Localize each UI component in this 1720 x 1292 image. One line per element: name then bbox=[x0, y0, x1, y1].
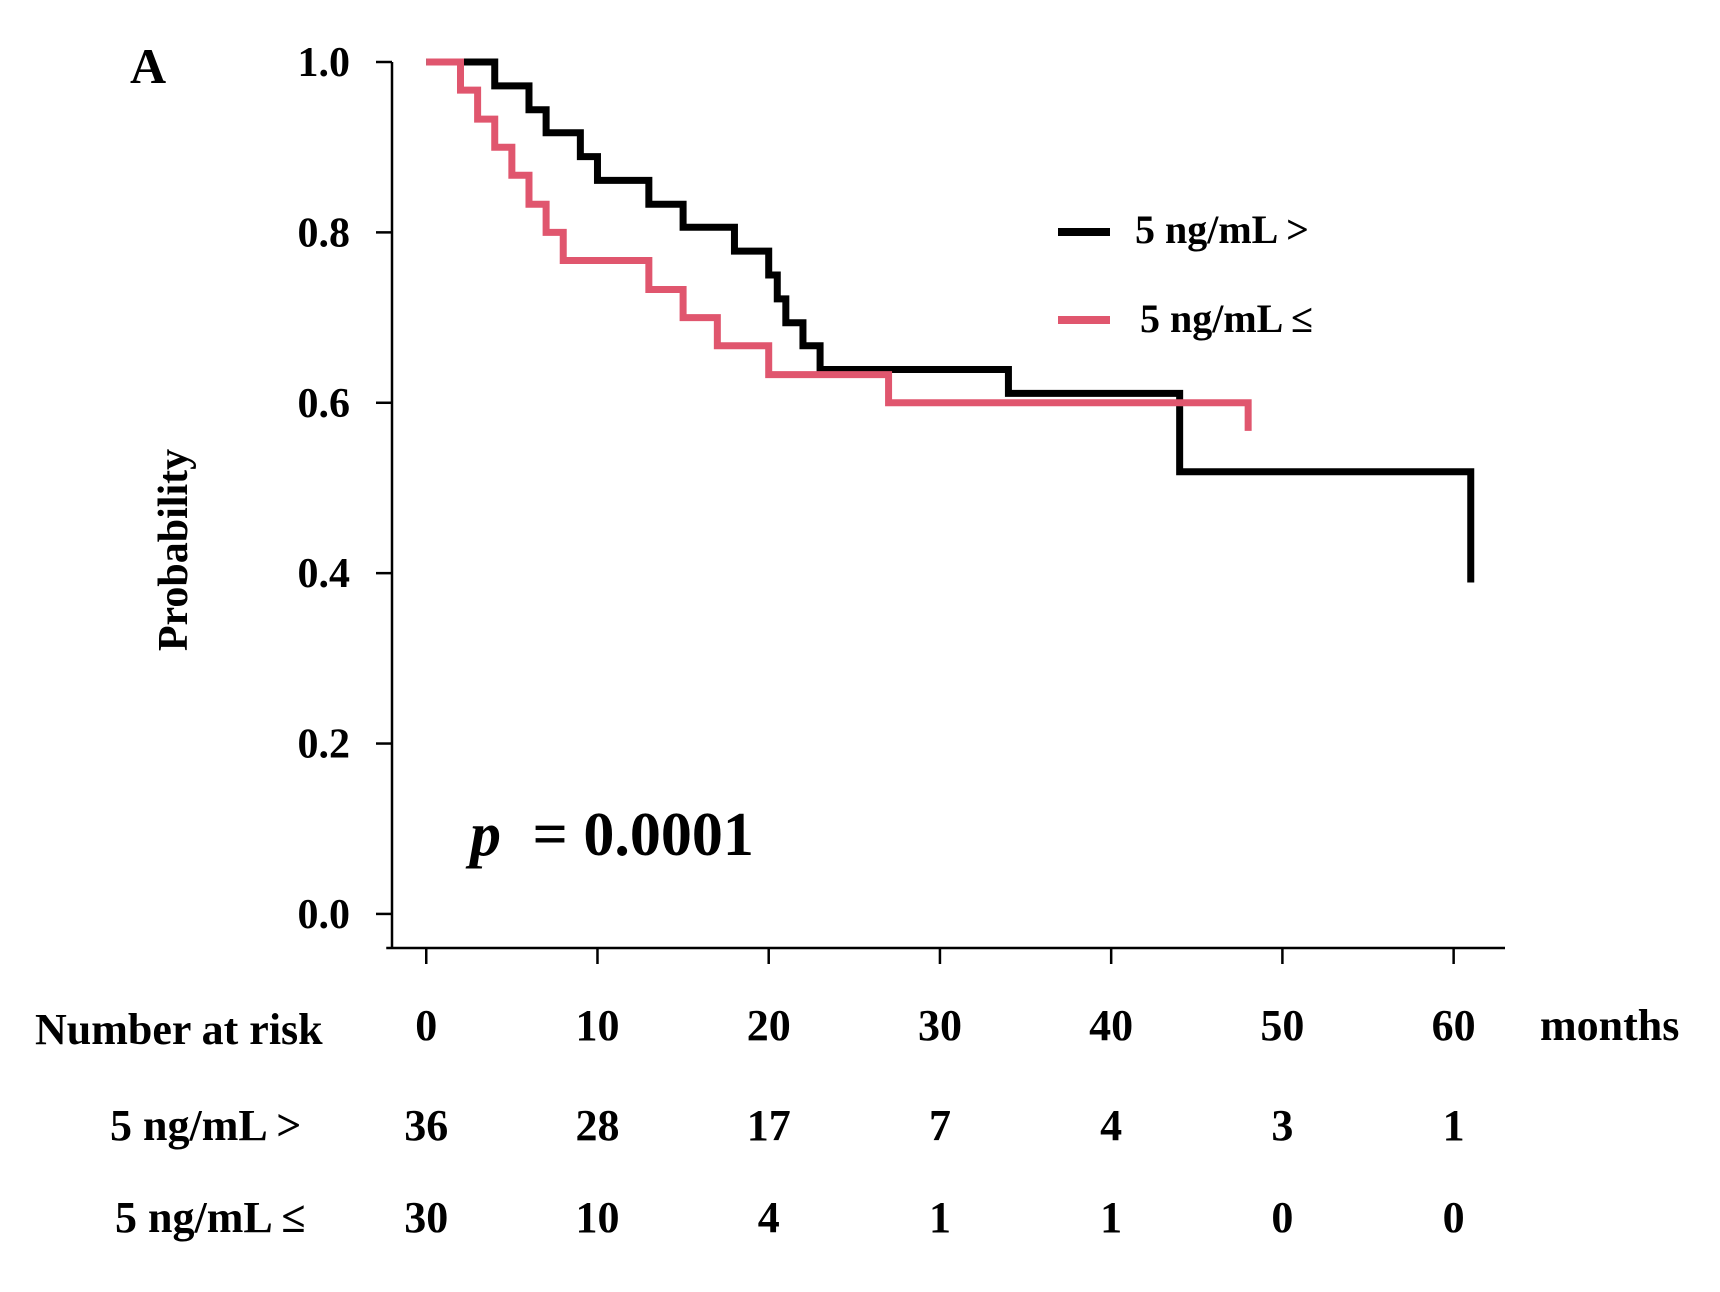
risk-count: 4 bbox=[1100, 1101, 1122, 1150]
risk-count: 28 bbox=[575, 1101, 619, 1150]
p-value-text: = 0.0001 bbox=[533, 801, 754, 869]
y-tick-label: 1.0 bbox=[298, 40, 351, 86]
x-tick-label: 50 bbox=[1260, 1001, 1304, 1050]
risk-row-label: 5 ng/mL > bbox=[110, 1101, 301, 1150]
risk-count: 10 bbox=[575, 1193, 619, 1242]
y-axis-label: Probability bbox=[151, 449, 197, 651]
x-tick-label: 20 bbox=[747, 1001, 791, 1050]
survival-curves bbox=[426, 58, 1475, 583]
risk-count: 3 bbox=[1271, 1101, 1293, 1150]
legend-label-high: 5 ng/mL > bbox=[1135, 207, 1309, 252]
legend-label-low: 5 ng/mL ≤ bbox=[1140, 296, 1313, 341]
risk-count: 0 bbox=[1271, 1193, 1293, 1242]
x-tick-label: 40 bbox=[1089, 1001, 1133, 1050]
survival-curve-high bbox=[426, 58, 1475, 583]
y-tick-label: 0.2 bbox=[298, 722, 351, 768]
axes bbox=[386, 62, 1505, 950]
risk-count: 36 bbox=[404, 1101, 448, 1150]
x-tick-label: 60 bbox=[1432, 1001, 1476, 1050]
x-axis-label: months bbox=[1540, 1001, 1679, 1050]
risk-count: 30 bbox=[404, 1193, 448, 1242]
p-value-symbol: p bbox=[465, 801, 501, 869]
y-tick-label: 0.8 bbox=[298, 210, 351, 256]
x-tick-label: 30 bbox=[918, 1001, 962, 1050]
risk-count: 1 bbox=[1100, 1193, 1122, 1242]
y-tick-label: 0.0 bbox=[298, 892, 351, 938]
y-tick-label: 0.4 bbox=[298, 551, 351, 597]
risk-count: 1 bbox=[929, 1193, 951, 1242]
x-ticks: 0 10 20 30 40 50 60 bbox=[415, 948, 1476, 1050]
risk-table: 5 ng/mL >36 28 17 7 4 3 15 ng/mL ≤30 10 4 1 1 0 0 bbox=[110, 1101, 1465, 1242]
risk-count: 17 bbox=[747, 1101, 791, 1150]
risk-count: 4 bbox=[758, 1193, 780, 1242]
x-tick-label: 0 bbox=[415, 1001, 437, 1050]
y-tick-label: 0.6 bbox=[298, 381, 351, 427]
risk-count: 7 bbox=[929, 1101, 951, 1150]
y-ticks: 0.0 0.2 0.4 0.6 0.8 1.0 bbox=[298, 40, 392, 938]
p-value-annotation: p = 0.0001 bbox=[465, 801, 754, 869]
legend: 5 ng/mL > 5 ng/mL ≤ bbox=[1058, 207, 1313, 341]
risk-count: 0 bbox=[1443, 1193, 1465, 1242]
x-tick-label: 10 bbox=[575, 1001, 619, 1050]
risk-count: 1 bbox=[1443, 1101, 1465, 1150]
survival-curve-low bbox=[426, 58, 1252, 431]
risk-row-label: 5 ng/mL ≤ bbox=[115, 1193, 305, 1242]
risk-table-header: Number at risk bbox=[35, 1005, 323, 1054]
panel-label: A bbox=[130, 38, 166, 94]
